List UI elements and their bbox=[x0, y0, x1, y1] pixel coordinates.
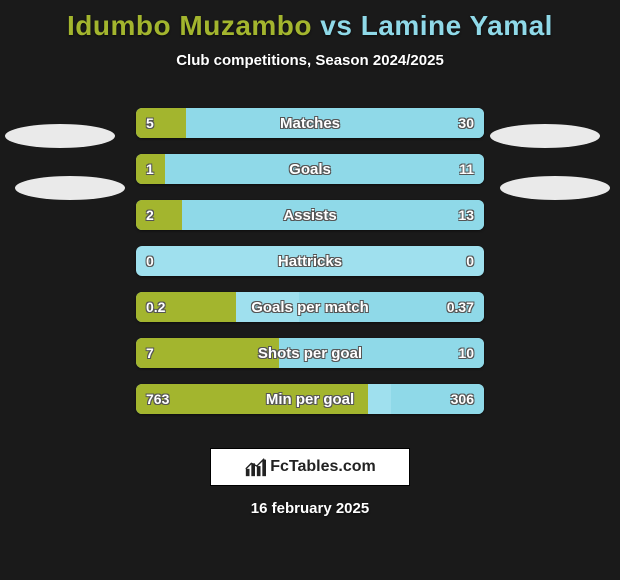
comparison-chart: 530Matches 111Goals 213Assists 00Hattricks 0… bbox=[136, 108, 484, 430]
stat-label: Goals bbox=[136, 154, 484, 184]
comparison-title: Idumbo Muzambo vs Lamine Yamal bbox=[0, 0, 620, 42]
player-right-name: Lamine Yamal bbox=[361, 10, 553, 41]
stat-label: Hattricks bbox=[136, 246, 484, 276]
stat-row: 111Goals bbox=[136, 154, 484, 184]
subtitle: Club competitions, Season 2024/2025 bbox=[0, 52, 620, 69]
stat-row: 0.20.37Goals per match bbox=[136, 292, 484, 322]
stat-row: 213Assists bbox=[136, 200, 484, 230]
player-badge-ellipse bbox=[500, 176, 610, 200]
player-badge-ellipse bbox=[15, 176, 125, 200]
fctables-bars-icon bbox=[244, 456, 266, 478]
stat-label: Goals per match bbox=[136, 292, 484, 322]
stat-label: Min per goal bbox=[136, 384, 484, 414]
player-badge-ellipse bbox=[490, 124, 600, 148]
fctables-logo[interactable]: FcTables.com bbox=[210, 448, 410, 486]
stat-row: 00Hattricks bbox=[136, 246, 484, 276]
player-badge-ellipse bbox=[5, 124, 115, 148]
date-label: 16 february 2025 bbox=[0, 500, 620, 517]
stat-label: Matches bbox=[136, 108, 484, 138]
stat-label: Assists bbox=[136, 200, 484, 230]
stat-row: 530Matches bbox=[136, 108, 484, 138]
stat-label: Shots per goal bbox=[136, 338, 484, 368]
vs-text: vs bbox=[312, 10, 361, 41]
stat-row: 763306Min per goal bbox=[136, 384, 484, 414]
fctables-text: FcTables.com bbox=[270, 458, 376, 476]
stat-row: 710Shots per goal bbox=[136, 338, 484, 368]
player-left-name: Idumbo Muzambo bbox=[67, 10, 312, 41]
